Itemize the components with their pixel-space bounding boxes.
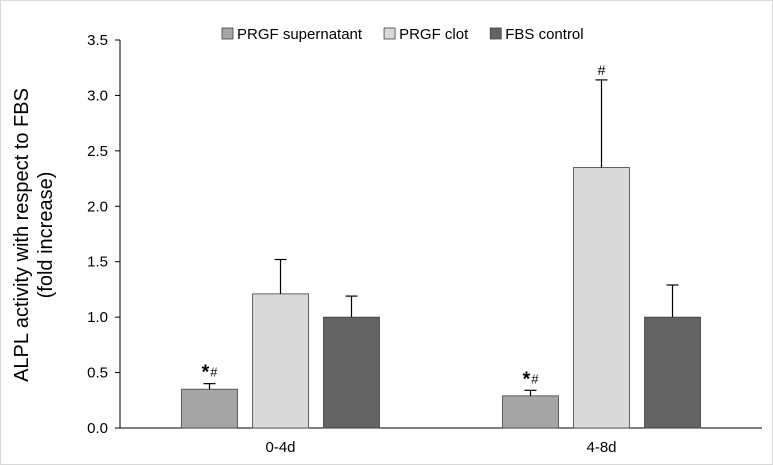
bar (252, 293, 309, 429)
bars: *# *# # (181, 62, 701, 429)
y-axis-title-line-2: (fold increase) (35, 172, 57, 299)
bar (323, 316, 380, 429)
bar (573, 167, 630, 429)
legend-label: PRGF clot (399, 26, 469, 43)
legend-swatch (383, 27, 396, 40)
x-tick-labels: 0-4d 4-8d (265, 439, 616, 456)
y-axis-title-line-1: ALPL activity with respect to FBS (11, 88, 33, 382)
significance-marker: # (598, 62, 606, 78)
x-tick-label: 0-4d (265, 439, 295, 456)
significance-marker: *# (522, 368, 539, 390)
y-tick-label: 0.5 (87, 365, 108, 382)
legend: PRGF supernatant PRGF clot FBS control (221, 26, 584, 43)
legend-swatch (489, 27, 502, 40)
legend-label: FBS control (505, 26, 583, 43)
y-ticks: 0.0 0.5 1.0 1.5 2.0 2.5 3.0 3.5 (87, 32, 120, 437)
y-tick-label: 1.0 (87, 309, 108, 326)
y-tick-label: 1.5 (87, 254, 108, 271)
y-tick-label: 2.5 (87, 143, 108, 160)
y-tick-label: 2.0 (87, 198, 108, 215)
legend-label: PRGF supernatant (237, 26, 363, 43)
bar (644, 316, 701, 429)
y-tick-label: 3.0 (87, 87, 108, 104)
significance-marker: *# (201, 362, 218, 384)
y-tick-label: 3.5 (87, 32, 108, 49)
y-tick-label: 0.0 (87, 420, 108, 437)
bar (502, 395, 559, 429)
bar (181, 388, 238, 429)
x-tick-label: 4-8d (586, 439, 616, 456)
y-axis-title: ALPL activity with respect to FBS (fold … (11, 88, 57, 382)
legend-swatch (221, 27, 234, 40)
